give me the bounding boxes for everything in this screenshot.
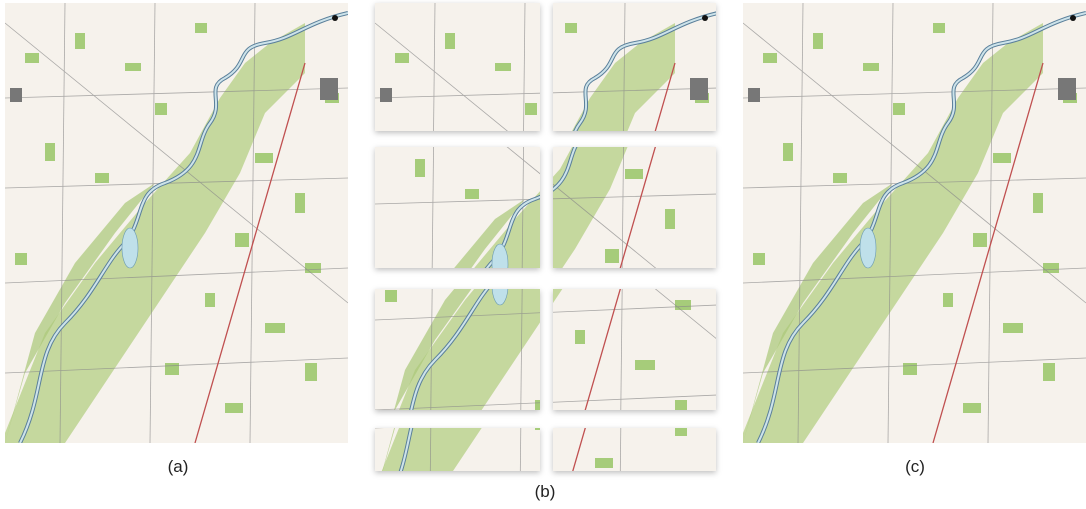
tile (375, 147, 540, 268)
tile (553, 3, 716, 131)
caption: (b) (535, 482, 556, 502)
figure: (a) (b) (c) {"captions": {"a": "(a)", "b… (0, 0, 1086, 509)
tile (553, 147, 716, 268)
tile (375, 3, 540, 131)
tile (553, 428, 716, 471)
map-a (5, 3, 348, 443)
tile (375, 428, 540, 471)
caption: (c) (905, 457, 925, 477)
map-c (743, 3, 1086, 443)
tile (375, 289, 540, 410)
tile (553, 289, 716, 410)
caption: (a) (168, 457, 189, 477)
